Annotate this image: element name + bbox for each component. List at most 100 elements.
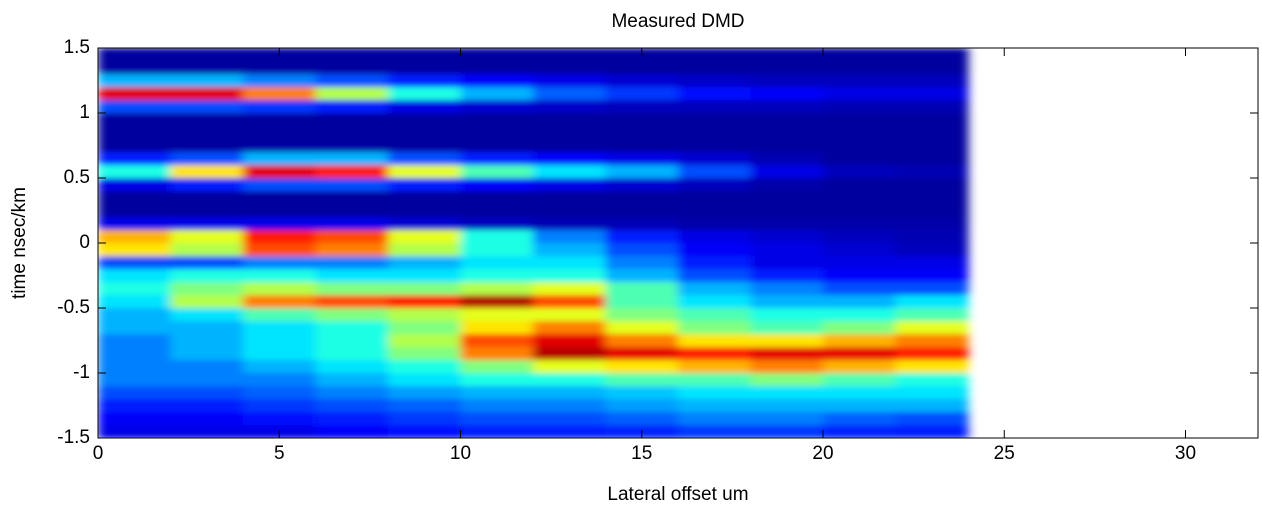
heatmap-cell [98,152,171,166]
heatmap-cell [388,113,461,127]
heatmap-cell [388,100,461,114]
heatmap-cell [315,178,389,192]
heatmap-cell [170,204,244,218]
heatmap-cell [605,373,679,387]
heatmap-cell [170,74,244,88]
heatmap-cell [460,230,534,244]
heatmap-cell [750,100,824,114]
heatmap-cell [170,61,244,75]
heatmap-cell [98,425,171,438]
heatmap-cell [678,282,751,296]
heatmap-cell [98,139,171,153]
heatmap-cell [98,412,171,426]
heatmap-cell [895,113,969,127]
heatmap-cell [388,204,461,218]
heatmap-cell [750,87,824,101]
y-tick-label: 0.5 [64,167,90,188]
heatmap-cell [388,87,461,101]
heatmap-cell [605,269,679,283]
y-tick-label: -1.5 [57,427,90,448]
heatmap-cell [170,295,244,309]
heatmap-cell [533,282,606,296]
heatmap-cell [533,334,606,348]
heatmap-cell [388,230,461,244]
heatmap-cell [823,87,896,101]
heatmap-cell [750,269,824,283]
heatmap-cell [823,113,896,127]
heatmap-cell [895,217,969,231]
heatmap-cell [533,87,606,101]
heatmap-cell [823,269,896,283]
heatmap-cell [750,191,824,205]
heatmap-cell [315,230,389,244]
heatmap-cell [678,204,751,218]
heatmap-cell [98,74,171,88]
heatmap-cell [895,100,969,114]
heatmap-cell [678,347,751,361]
heatmap-cell [388,282,461,296]
chart-title: Measured DMD [611,11,744,32]
heatmap-cell [315,100,389,114]
heatmap-cell [170,152,244,166]
heatmap-cell [678,386,751,400]
heatmap-cell [895,243,969,257]
heatmap-cell [388,386,461,400]
heatmap-cell [605,230,679,244]
heatmap-cell [243,282,316,296]
heatmap-cell [895,61,969,75]
heatmap-cell [750,308,824,322]
heatmap-cell [388,269,461,283]
heatmap-cell [460,139,534,153]
heatmap-cell [170,360,244,374]
heatmap-cell [315,87,389,101]
heatmap-cell [315,295,389,309]
heatmap-cell [243,295,316,309]
heatmap-cell [388,178,461,192]
heatmap-cell [315,282,389,296]
heatmap-cell [388,217,461,231]
heatmap-cell [170,282,244,296]
heatmap-cell [678,139,751,153]
heatmap-cell [98,334,171,348]
heatmap-cell [388,191,461,205]
heatmap-cell [895,360,969,374]
heatmap-cell [823,334,896,348]
heatmap-cell [315,152,389,166]
heatmap-cell [605,295,679,309]
heatmap-cell [533,360,606,374]
heatmap-cell [98,282,171,296]
heatmap-cell [533,48,606,62]
heatmap-cell [315,217,389,231]
heatmap-cell [388,360,461,374]
heatmap-cell [170,178,244,192]
heatmap-cell [170,373,244,387]
heatmap-cell [243,269,316,283]
heatmap-cell [895,321,969,335]
heatmap-cell [605,334,679,348]
heatmap-cell [750,48,824,62]
heatmap-cell [388,165,461,179]
y-tick-label: 1 [79,102,90,123]
heatmap-cell [98,360,171,374]
heatmap-cell [678,100,751,114]
heatmap-cell [895,373,969,387]
heatmap-cell [170,386,244,400]
heatmap-cell [678,126,751,140]
heatmap-cell [98,113,171,127]
heatmap-cell [315,256,389,270]
heatmap-cell [678,74,751,88]
heatmap-cell [98,178,171,192]
heatmap-cell [678,269,751,283]
heatmap-cell [98,399,171,413]
heatmap-cell [98,204,171,218]
x-tick-label: 15 [631,443,652,464]
heatmap-cell [605,191,679,205]
heatmap-cell [605,243,679,257]
heatmap-cell [533,386,606,400]
heatmap-cell [98,61,171,75]
heatmap-cell [243,230,316,244]
heatmap-cell [388,308,461,322]
heatmap-cell [243,373,316,387]
x-axis-label: Lateral offset um [607,484,748,505]
heatmap-cell [98,308,171,322]
